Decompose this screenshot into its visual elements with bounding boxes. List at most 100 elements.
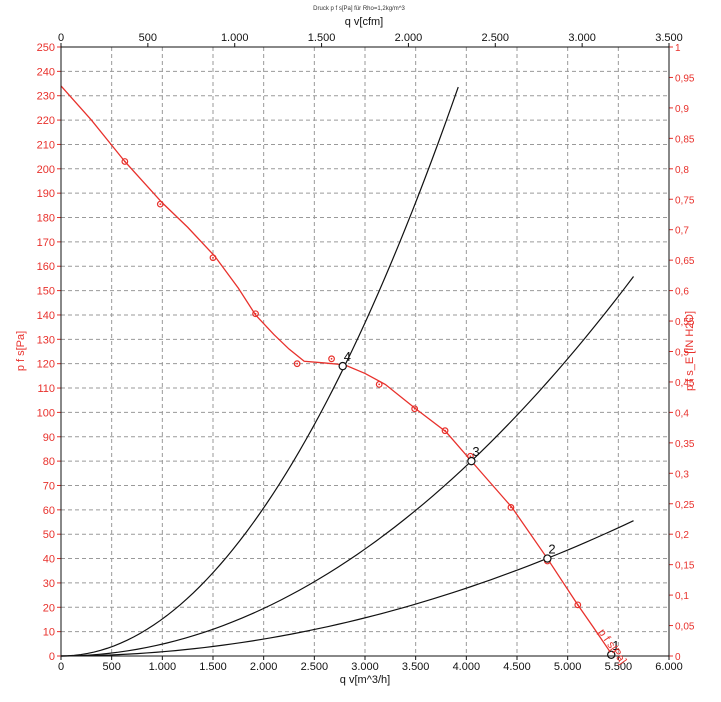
x-tick-label: 0 xyxy=(58,661,64,673)
axis-ticks: 0 500 1.000 1.500 2.000 2.500 3.000 3.500 4.000 4… xyxy=(37,32,695,673)
y-tick-label: 180 xyxy=(37,213,55,225)
y-tick-label: 220 xyxy=(37,115,55,127)
x-top-tick-label: 2.500 xyxy=(482,32,510,44)
y-tick-label: 250 xyxy=(37,42,55,54)
y-tick-label: 30 xyxy=(43,578,55,590)
y-right-tick-label: 0,4 xyxy=(675,408,689,419)
fan-curve-point-center xyxy=(378,383,381,386)
fan-curve-point xyxy=(328,355,335,363)
x-tick-label: 6.000 xyxy=(655,661,683,673)
plot-frame xyxy=(60,46,670,657)
y-tick-label: 200 xyxy=(37,164,55,176)
y-right-tick-label: 0,6 xyxy=(675,287,689,298)
fan-curve-point-center xyxy=(469,455,472,458)
y-right-tick-label: 0,85 xyxy=(675,134,695,145)
x-tick-label: 500 xyxy=(102,661,120,673)
series: 1 2 3 4 xyxy=(60,85,635,659)
fan-curve-point-center xyxy=(254,312,257,315)
y-right-tick-label: 0,05 xyxy=(675,622,695,633)
x-top-tick-label: 3.000 xyxy=(568,32,596,44)
x-tick-label: 1.500 xyxy=(199,661,227,673)
y-right-tick-label: 0,3 xyxy=(675,469,689,480)
operating-point xyxy=(543,554,552,563)
y-tick-label: 210 xyxy=(37,139,55,151)
y-right-tick-label: 0,1 xyxy=(675,591,689,602)
y-right-tick-label: 0,55 xyxy=(675,317,695,328)
y-right-tick-label: 0,2 xyxy=(675,530,689,541)
fan-curve-point xyxy=(252,310,259,318)
y-tick-label: 240 xyxy=(37,66,55,78)
fan-curve-point xyxy=(411,405,419,413)
x-tick-label: 2.000 xyxy=(250,661,278,673)
x-tick-label: 3.000 xyxy=(351,661,379,673)
y-tick-label: 110 xyxy=(37,383,55,395)
y-tick-label: 20 xyxy=(43,602,55,614)
y-tick-label: 10 xyxy=(43,627,55,639)
y-right-tick-label: 0,9 xyxy=(675,104,689,115)
fan-curve-point-center xyxy=(413,407,416,410)
y-tick-label: 100 xyxy=(37,407,55,419)
y-right-tick-label: 0,8 xyxy=(675,165,689,176)
operating-point-label: 1 xyxy=(612,638,619,653)
y-tick-label: 230 xyxy=(37,91,55,103)
y-tick-label: 130 xyxy=(37,334,55,346)
y-right-tick-label: 0,25 xyxy=(675,500,695,511)
fan-curve-point xyxy=(156,200,164,208)
x-tick-label: 2.500 xyxy=(301,661,329,673)
x-tick-label: 5.000 xyxy=(554,661,582,673)
operating-point-label: 4 xyxy=(344,349,351,364)
grid xyxy=(61,47,669,656)
fan-curve-point xyxy=(293,360,301,368)
y-tick-label: 150 xyxy=(37,286,55,298)
chart-title: Druck p f s[Pa] für Rho=1,2kg/m^3 xyxy=(313,6,405,12)
y-tick-label: 140 xyxy=(37,310,55,322)
x-axis-top-label: q v[cfm] xyxy=(345,16,384,28)
y-right-tick-label: 0,7 xyxy=(675,226,689,237)
operating-point xyxy=(338,361,347,371)
y-tick-label: 50 xyxy=(43,529,55,541)
y-tick-label: 40 xyxy=(43,554,55,566)
fan-curve-point xyxy=(507,504,515,511)
y-tick-label: 120 xyxy=(37,359,55,371)
y-right-tick-label: 0,65 xyxy=(675,256,695,267)
fan-curve-point-center xyxy=(159,203,162,206)
fan-curve-point xyxy=(375,380,383,388)
y-right-tick-label: 0,75 xyxy=(675,195,695,206)
x-tick-label: 3.500 xyxy=(402,661,430,673)
y-right-tick-label: 0,45 xyxy=(675,378,695,389)
y-axis-right-label: p f s_E [IN H2O] xyxy=(684,311,696,391)
y-right-tick-label: 0,95 xyxy=(675,73,695,84)
x-top-tick-label: 1.000 xyxy=(221,32,249,44)
fan-curve-point xyxy=(121,158,129,165)
operating-point-label: 2 xyxy=(548,542,555,557)
system-curve xyxy=(60,86,459,657)
x-tick-label: 5.500 xyxy=(605,661,633,673)
x-tick-label: 1.000 xyxy=(149,661,177,673)
y-tick-label: 160 xyxy=(37,261,55,273)
y-tick-label: 90 xyxy=(43,432,55,444)
fan-curve-point-center xyxy=(123,160,126,163)
fan-curve-point xyxy=(441,427,449,435)
operating-point-label: 3 xyxy=(472,444,479,459)
x-top-tick-label: 2.000 xyxy=(395,32,423,44)
y-tick-label: 70 xyxy=(43,480,55,492)
fan-curve-point xyxy=(574,601,582,609)
y-tick-label: 170 xyxy=(37,237,55,249)
x-top-tick-label: 500 xyxy=(139,32,157,44)
x-axis-label: q v[m^3/h] xyxy=(340,674,390,686)
fan-curve-point xyxy=(209,254,217,262)
system-curve xyxy=(60,520,634,657)
x-top-tick-label: 1.500 xyxy=(308,32,336,44)
x-top-tick-label: 0 xyxy=(58,32,64,44)
y-right-tick-label: 0,35 xyxy=(675,439,695,450)
y-tick-label: 80 xyxy=(43,456,55,468)
operating-point xyxy=(467,456,476,466)
y-tick-label: 0 xyxy=(49,651,55,663)
fan-curve-point-center xyxy=(510,506,512,509)
x-tick-label: 4.500 xyxy=(503,661,531,673)
y-tick-label: 60 xyxy=(43,505,55,517)
y-right-tick-label: 0,15 xyxy=(675,561,695,572)
fan-curve-point-center xyxy=(296,362,299,365)
x-top-tick-label: 3.500 xyxy=(655,32,683,44)
